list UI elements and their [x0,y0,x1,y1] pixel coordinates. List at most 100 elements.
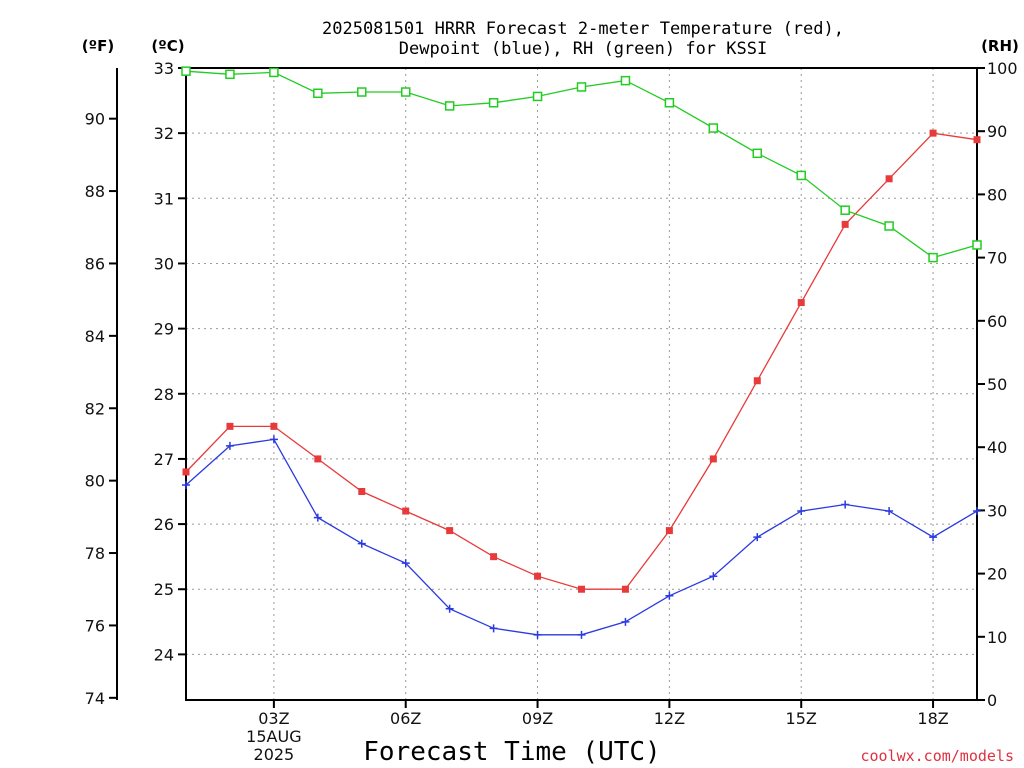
rh-point [664,98,675,108]
x-tick-date-label: 15AUG [246,727,301,746]
rh-point [357,87,367,97]
temperature-point [973,136,981,144]
rh-point [752,148,763,159]
fahrenheit-tick-label: 80 [85,472,105,491]
dewpoint-point [885,507,894,516]
celsius-tick-label: 28 [154,385,174,404]
rh-point [576,82,587,92]
x-axis-label: Forecast Time (UTC) [363,737,660,767]
dewpoint-point [357,539,366,548]
rh-tick-label: 80 [987,185,1007,204]
dewpoint-point [182,480,190,489]
temperature-point [621,585,629,593]
dewpoint-point [577,630,586,639]
rh-line [185,70,978,259]
credit-text: coolwx.com/models [860,747,1014,765]
rh-point [488,98,499,108]
rh-unit-label: (RH) [981,37,1019,55]
rh-point [620,75,631,86]
celsius-tick-label: 33 [154,59,174,78]
rh-point [928,252,938,263]
dewpoint-point [401,559,410,568]
temperature-point [578,585,585,593]
celsius-tick-label: 25 [154,580,174,599]
fahrenheit-tick-label: 74 [85,689,105,708]
dewpoint-point [225,441,234,450]
chart-title-line-1: 2025081501 HRRR Forecast 2-meter Tempera… [322,19,844,39]
celsius-tick-label: 30 [154,254,174,273]
dewpoint-line [185,438,978,636]
temperature-point [226,422,234,430]
celsius-tick-label: 27 [154,450,174,469]
temperature-point [929,129,937,137]
series-layer [181,66,982,639]
x-tick-label: 15Z [786,709,817,728]
dewpoint-point [929,533,938,542]
x-tick-label: 03Z [258,709,289,728]
dewpoint-point [621,617,630,626]
rh-tick-label: 10 [987,628,1007,647]
celsius-tick-label: 31 [154,189,174,208]
dewpoint-point [489,624,498,633]
temperature-line [185,132,978,590]
temperature-point [358,488,366,496]
rh-point [400,87,411,97]
rh-point [313,88,323,99]
fahrenheit-tick-label: 84 [85,327,105,346]
rh-series [181,66,982,263]
rh-point [708,123,719,133]
rh-tick-label: 100 [987,59,1018,78]
dewpoint-point [973,507,981,516]
rh-point [796,170,806,181]
temperature-point [665,527,673,535]
temperature-point [270,422,278,430]
celsius-tick-label: 24 [154,645,174,664]
x-tick-label: 09Z [522,709,553,728]
dewpoint-point [709,572,718,581]
plot-frame [185,67,978,701]
rh-point [269,67,279,78]
fahrenheit-tick-label: 78 [85,544,105,563]
rh-point [840,205,850,215]
temperature-point [709,455,717,463]
rh-tick-label: 70 [987,249,1007,268]
temperature-point [314,455,322,463]
dewpoint-point [313,513,322,522]
rh-point [972,240,982,250]
celsius-tick-label: 32 [154,124,174,143]
rh-tick-label: 60 [987,312,1007,331]
rh-tick-label: 90 [987,122,1007,141]
chart-title-line-2: Dewpoint (blue), RH (green) for KSSI [399,39,767,59]
x-tick-year-label: 2025 [254,745,295,764]
celsius-tick-label: 26 [154,515,174,534]
axes: 74 76 78 80 82 84 86 88 90 24 25 26 27 28 29 30 31 32 33 0 1… [85,59,1018,764]
dewpoint-point [533,630,542,639]
rh-tick-label: 50 [987,375,1007,394]
rh-tick-label: 20 [987,565,1007,584]
fahrenheit-tick-label: 82 [85,399,105,418]
celsius-tick-label: 29 [154,320,174,339]
temperature-point [534,572,542,580]
rh-tick-label: 0 [987,691,997,710]
rh-point [225,69,235,80]
temperature-point [885,175,893,183]
dewpoint-point [269,435,278,444]
fahrenheit-unit-label: (ºF) [82,37,114,55]
dewpoint-point [665,591,674,600]
temperature-point [446,527,454,535]
dewpoint-point [841,500,850,509]
temperature-point [841,220,849,228]
rh-point [444,101,455,111]
dewpoint-point [445,604,454,613]
x-tick-label: 12Z [654,709,685,728]
rh-point [884,221,894,231]
rh-point [181,66,191,76]
temperature-point [490,553,498,561]
fahrenheit-tick-label: 90 [85,110,105,129]
temperature-point [753,377,761,385]
rh-tick-label: 30 [987,501,1007,520]
dewpoint-point [797,507,806,516]
celsius-unit-label: (ºC) [151,37,184,55]
dewpoint-series [182,435,981,639]
